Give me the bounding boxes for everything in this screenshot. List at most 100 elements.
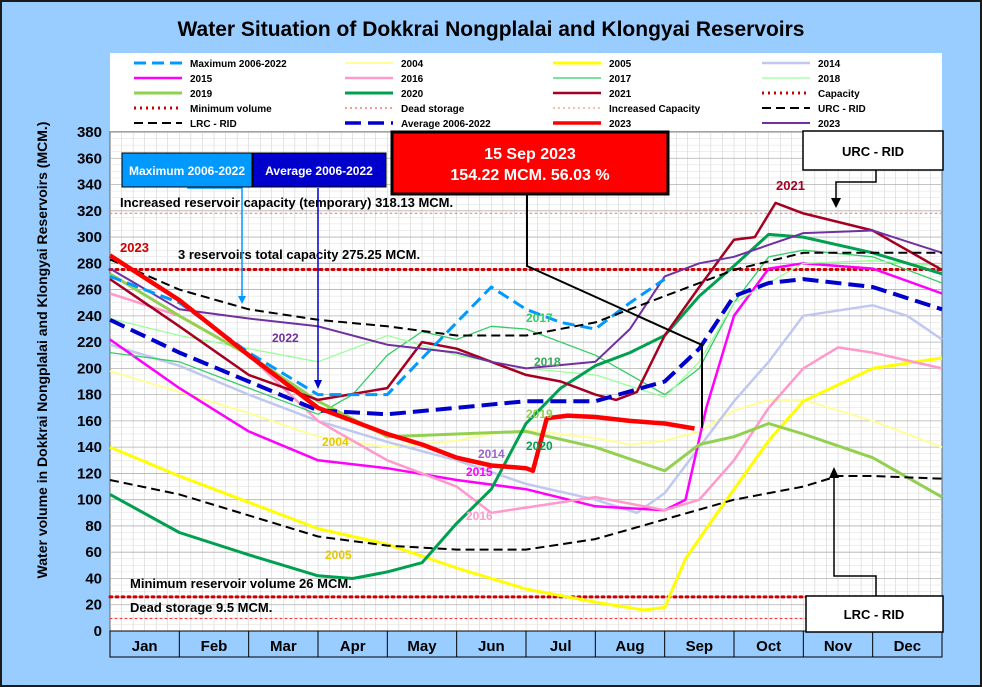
legend-label-minimum-volume: Minimum volume [190, 104, 272, 115]
y-tick-label: 340 [77, 177, 102, 194]
urc-callout-label: URC - RID [842, 144, 904, 159]
y-axis-ticks: 0 20 40 60 80 100 120 140 160 180 200 220 240 260 280 3… [77, 124, 102, 640]
urc-callout-arrow [835, 170, 877, 200]
series-line-2023 [108, 253, 695, 474]
y-tick-label: 260 [77, 282, 102, 299]
y-tick-label: 360 [77, 150, 102, 167]
legend-label-2005: 2005 [609, 59, 632, 70]
current-date: 15 Sep 2023 [484, 146, 576, 163]
series-line-2018 [109, 260, 943, 398]
x-tick-label-oct: Oct [756, 638, 781, 655]
minimum-volume-label: Minimum reservoir volume 26 MCM. [130, 576, 352, 591]
series-line-2017 [109, 249, 943, 415]
legend-label-2018: 2018 [818, 74, 841, 85]
legend-background [110, 53, 942, 131]
legend-label-2004: 2004 [401, 59, 424, 70]
avg-callout-label: Average 2006-2022 [265, 164, 373, 178]
series-line-2016 [109, 292, 943, 515]
y-tick-label: 0 [94, 623, 102, 640]
avg-callout-box [252, 152, 387, 188]
dead-storage-label: Dead storage 9.5 MCM. [130, 600, 272, 615]
x-tick-label-dec: Dec [894, 638, 922, 655]
legend-label-2014: 2014 [818, 59, 841, 70]
lrc-callout-box [805, 595, 944, 633]
series-lines [108, 201, 943, 612]
year-label-2016: 2016 [466, 509, 493, 523]
x-tick-label-jul: Jul [550, 638, 572, 655]
legend-label-increased-capacity: Increased Capacity [609, 104, 701, 115]
x-tick-label-apr: Apr [340, 638, 366, 655]
series-line-2004 [109, 370, 943, 449]
total-capacity-label: 3 reservoirs total capacity 275.25 MCM. [178, 247, 420, 262]
legend-label-2017: 2017 [609, 74, 632, 85]
legend-label-lrc-rid: LRC - RID [190, 119, 237, 130]
year-label-2023: 2023 [120, 240, 149, 255]
y-tick-label: 40 [85, 570, 102, 587]
x-tick-label-aug: Aug [615, 638, 644, 655]
y-tick-label: 300 [77, 229, 102, 246]
max-callout-box [121, 152, 253, 188]
y-tick-label: 160 [77, 413, 102, 430]
year-label-2017: 2017 [526, 311, 553, 325]
legend-label-2023: 2023 [609, 119, 632, 130]
y-tick-label: 20 [85, 597, 102, 614]
y-tick-label: 80 [85, 518, 102, 535]
lrc-callout-arrowhead [829, 467, 839, 478]
current-value-box [390, 130, 670, 196]
current-value: 154.22 MCM. 56.03 % [450, 167, 609, 184]
series-line-2015 [109, 262, 943, 512]
urc-callout-arrowhead [831, 198, 841, 208]
legend-label-2019: 2019 [190, 89, 213, 100]
x-tick-label-feb: Feb [201, 638, 228, 655]
legend-label-capacity: Capacity [818, 89, 860, 100]
legend-label-dead-storage: Dead storage [401, 104, 465, 115]
max-callout-arrowhead [238, 296, 246, 304]
lrc-callout-arrow [833, 478, 877, 596]
series-line-lrc-rid [109, 475, 943, 551]
series-line-urc-rid [109, 251, 942, 337]
y-tick-label: 280 [77, 255, 102, 272]
lrc-callout-label: LRC - RID [844, 607, 905, 622]
chart-title: Water Situation of Dokkrai Nongplalai an… [177, 18, 805, 41]
year-label-2022: 2022 [272, 331, 299, 345]
series-line-2022 [109, 229, 943, 370]
x-tick-label-jun: Jun [478, 638, 505, 655]
x-tick-label-jan: Jan [132, 638, 158, 655]
year-label-2020: 2020 [526, 439, 553, 453]
avg-callout-arrowhead [314, 380, 322, 389]
year-label-2021: 2021 [776, 178, 805, 193]
y-tick-label: 60 [85, 544, 102, 561]
year-label-2015: 2015 [466, 465, 493, 479]
x-axis: Jan Feb Mar Apr May Jun Jul Aug Sep Oct Nov Dec [109, 630, 943, 658]
y-tick-label: 140 [77, 439, 102, 456]
x-tick-label-may: May [407, 638, 437, 655]
y-tick-label: 220 [77, 334, 102, 351]
year-label-2004: 2004 [322, 435, 349, 449]
legend-label-maximum-2006-2022: Maximum 2006-2022 [190, 59, 287, 70]
year-label-2019: 2019 [526, 407, 553, 421]
legend-label-2016: 2016 [401, 74, 424, 85]
legend-label-2020: 2020 [401, 89, 424, 100]
current-callout-leader [526, 194, 703, 428]
series-line-2020 [109, 232, 943, 580]
increased-capacity-label: Increased reservoir capacity (temporary)… [120, 195, 453, 210]
y-tick-label: 240 [77, 308, 102, 325]
y-tick-label: 200 [77, 360, 102, 377]
year-label-2005: 2005 [325, 548, 352, 562]
x-tick-label-nov: Nov [824, 638, 853, 655]
y-tick-label: 100 [77, 492, 102, 509]
urc-callout-box [802, 130, 944, 171]
legend-label-2023: 2023 [818, 119, 841, 130]
x-tick-label-mar: Mar [270, 638, 297, 655]
legend-label-urc-rid: URC - RID [818, 104, 866, 115]
year-label-2018: 2018 [534, 355, 561, 369]
x-tick-label-sep: Sep [686, 638, 714, 655]
legend: Maximum 2006-2022 2004 2005 2014 2015 2016 201… [134, 59, 866, 130]
legend-label-2021: 2021 [609, 89, 632, 100]
y-tick-label: 380 [77, 124, 102, 141]
year-label-2014: 2014 [478, 447, 505, 461]
legend-label-average-2006-2022: Average 2006-2022 [401, 119, 491, 130]
y-tick-label: 180 [77, 387, 102, 404]
legend-label-2015: 2015 [190, 74, 213, 85]
